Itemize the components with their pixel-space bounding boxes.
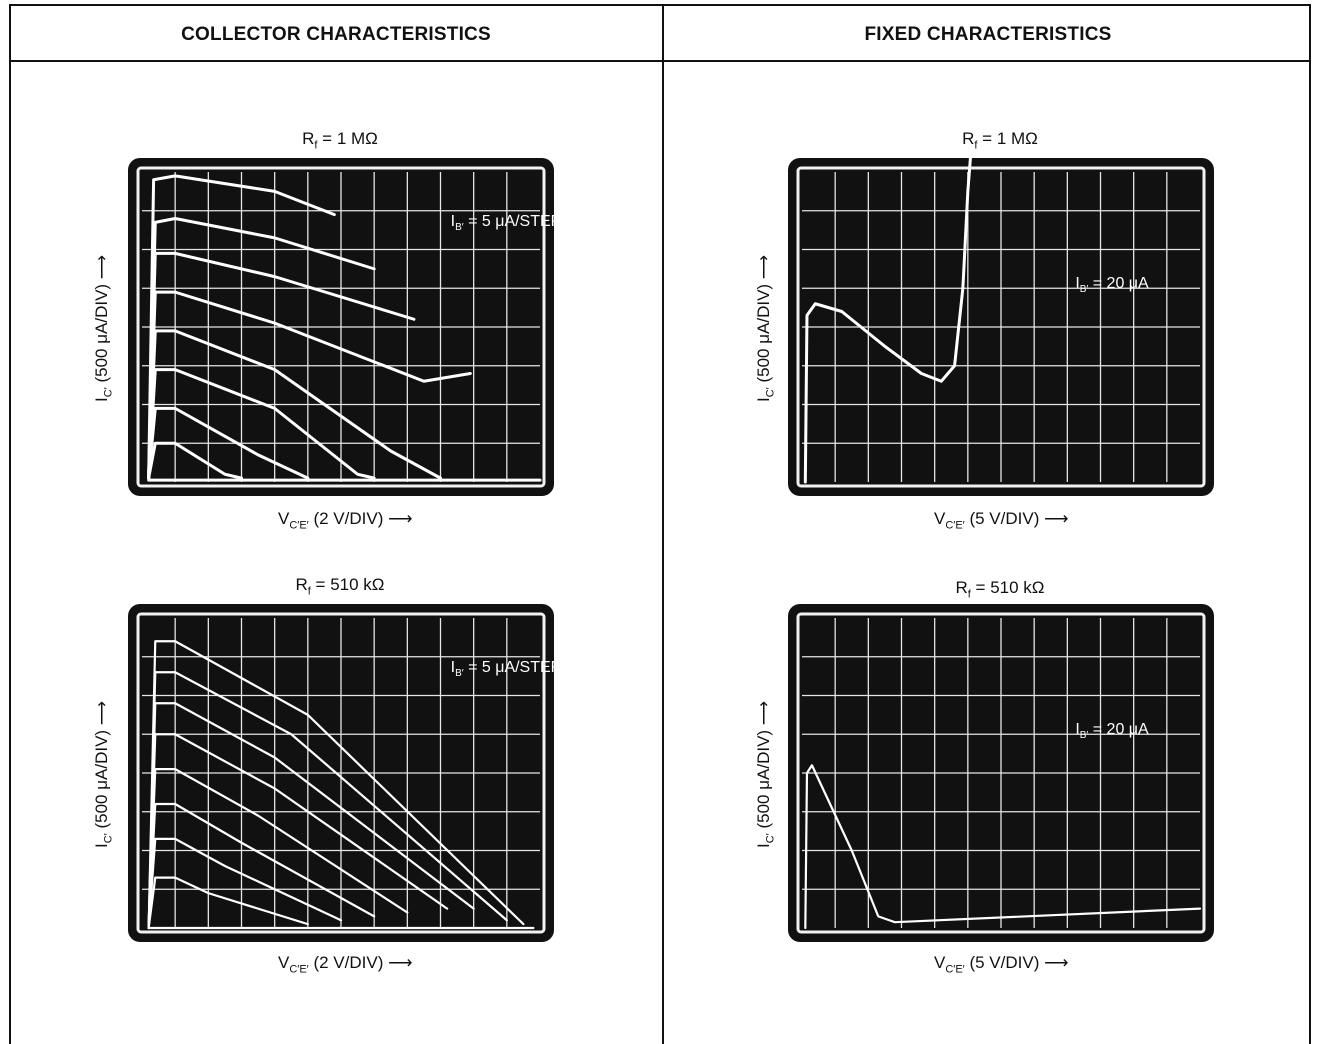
base-current-annotation: IB′ = 20 μA: [1075, 721, 1149, 741]
trace-curve-0: [804, 764, 1202, 930]
trace-plot: IB′ = 20 μA: [796, 612, 1206, 934]
trace-curve-7: [147, 876, 309, 930]
trace-curve-5: [147, 368, 376, 480]
trace-curve-0: [803, 158, 972, 484]
y-axis-label: IC′ (500 μA/DIV) ⟶: [92, 254, 115, 402]
panel-title: Rf = 510 kΩ: [955, 578, 1045, 601]
x-axis-label: VC′E′ (5 V/DIV) ⟶: [934, 953, 1069, 976]
y-axis-label: IC′ (500 μA/DIV) ⟶: [754, 700, 777, 848]
trace-curve-3: [147, 290, 472, 480]
oscilloscope-display: IB′ = 5 μA/STEP: [128, 158, 554, 496]
trace-curve-4: [147, 329, 442, 480]
trace-plot: IB′ = 20 μA: [796, 158, 1206, 488]
base-current-annotation: IB′ = 5 μA/STEP: [451, 659, 554, 679]
screen-outline: [136, 166, 546, 488]
base-current-annotation: IB′ = 20 μA: [1075, 275, 1149, 295]
screen-outline: [136, 612, 546, 934]
y-axis-label: IC′ (500 μA/DIV) ⟶: [92, 700, 115, 848]
trace-curve-0: [147, 174, 336, 480]
trace-plot: IB′ = 5 μA/STEP: [136, 612, 554, 934]
x-axis-label: VC′E′ (5 V/DIV) ⟶: [934, 509, 1069, 532]
y-axis-label: IC′ (500 μA/DIV) ⟶: [754, 254, 777, 402]
trace-curve-4: [147, 768, 409, 930]
page-frame: [9, 4, 1311, 1044]
screen-outline: [796, 612, 1206, 934]
panel-title: Rf = 1 MΩ: [962, 129, 1038, 152]
header-divider: [9, 60, 1311, 62]
trace-curve-5: [147, 802, 376, 930]
oscilloscope-display: IB′ = 20 μA: [788, 604, 1214, 942]
column-divider: [662, 4, 664, 1044]
x-axis-label: VC′E′ (2 V/DIV) ⟶: [278, 953, 413, 976]
panel-title: Rf = 1 MΩ: [302, 129, 378, 152]
oscilloscope-display: IB′ = 5 μA/STEP: [128, 604, 554, 942]
panel-title: Rf = 510 kΩ: [295, 575, 385, 598]
trace-plot: IB′ = 5 μA/STEP: [136, 166, 554, 488]
header-fixed-characteristics: FIXED CHARACTERISTICS: [864, 24, 1112, 45]
oscilloscope-display: IB′ = 20 μA: [788, 158, 1214, 496]
trace-curve-7: [147, 441, 243, 480]
x-axis-label: VC′E′ (2 V/DIV) ⟶: [278, 509, 413, 532]
base-current-annotation: IB′ = 5 μA/STEP: [451, 213, 554, 233]
trace-curve-6: [147, 837, 343, 930]
trace-curve-6: [147, 406, 310, 480]
screen-outline: [796, 166, 1206, 488]
header-collector-characteristics: COLLECTOR CHARACTERISTICS: [181, 24, 491, 45]
